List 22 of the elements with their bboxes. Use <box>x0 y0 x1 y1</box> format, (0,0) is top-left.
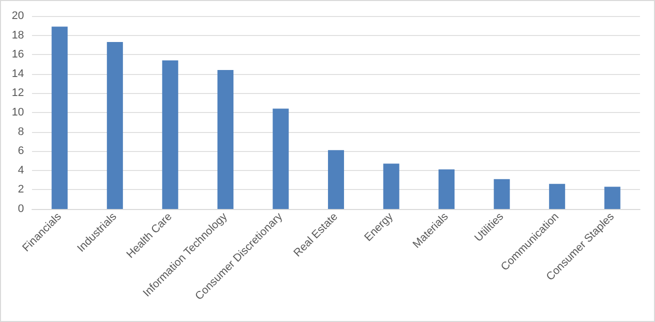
bar <box>106 42 123 209</box>
bar <box>604 186 620 209</box>
y-tick-label: 14 <box>12 68 24 80</box>
y-tick-label: 16 <box>12 48 24 61</box>
bar <box>52 26 68 209</box>
y-tick-label: 18 <box>12 29 24 42</box>
bar <box>162 60 178 209</box>
y-tick-label: 12 <box>12 87 24 100</box>
y-tick-label: 20 <box>12 10 24 22</box>
y-tick-label: 4 <box>18 164 24 176</box>
bar <box>494 179 510 209</box>
y-tick-label: 10 <box>12 106 24 118</box>
y-tick-label: 8 <box>18 126 24 138</box>
y-tick-label: 0 <box>18 203 24 215</box>
bar <box>383 164 400 209</box>
bar <box>328 150 344 209</box>
y-tick-label: 6 <box>18 145 24 158</box>
bar <box>272 108 289 209</box>
bar <box>217 70 234 209</box>
bar <box>549 184 566 209</box>
y-tick-label: 2 <box>18 184 24 196</box>
bar <box>438 169 455 209</box>
